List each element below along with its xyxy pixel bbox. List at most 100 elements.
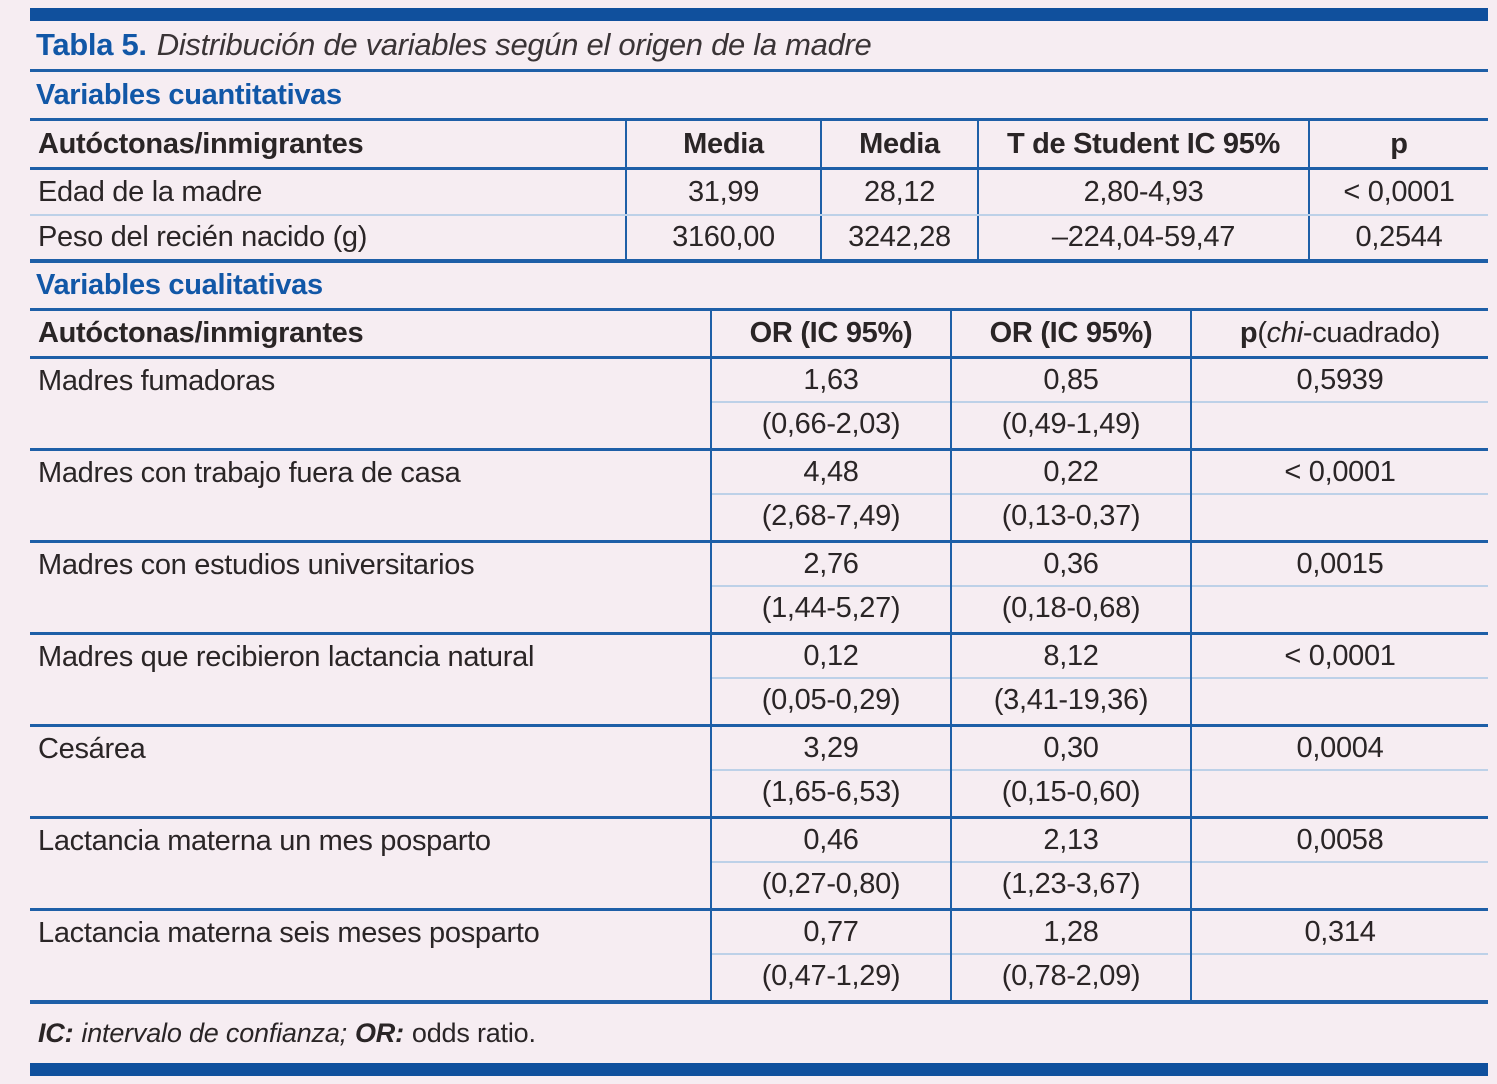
empty-cell <box>1192 771 1488 814</box>
p-header-rest: -cuadrado) <box>1302 317 1441 349</box>
p-value: 0,0058 <box>1192 819 1488 863</box>
cell-or-immigrant: 8,12 (3,41-19,36) <box>950 635 1190 724</box>
cell-or-autochthonous: 3,29 (1,65-6,53) <box>710 727 950 816</box>
or-ci: (0,27-0,80) <box>761 868 901 900</box>
row-label: Lactancia materna seis meses posparto <box>30 911 710 1000</box>
row-label-text: Cesárea <box>38 732 146 765</box>
cell-p: < 0,0001 <box>1190 451 1488 540</box>
or-value: 0,30 <box>952 727 1190 771</box>
p-value: 0,0015 <box>1192 543 1488 587</box>
or-ci: (0,47-1,29) <box>761 960 901 992</box>
table-title: Tabla 5. Distribución de variables según… <box>30 21 1488 72</box>
cell-t-student: –224,04-59,47 <box>977 216 1308 259</box>
row-label: Madres con trabajo fuera de casa <box>30 451 710 540</box>
cell-p: < 0,0001 <box>1190 635 1488 724</box>
quantitative-header-row: Autóctonas/inmigrantes Media Media T de … <box>30 121 1488 170</box>
cell-or-immigrant: 0,36 (0,18-0,68) <box>950 543 1190 632</box>
table-row: Madres fumadoras 1,63 (0,66-2,03) 0,85 (… <box>30 359 1488 451</box>
row-label-text: Madres que recibieron lactancia natural <box>38 640 535 673</box>
table-content: Tabla 5. Distribución de variables según… <box>30 8 1488 1076</box>
or-value: 1,63 <box>712 359 950 403</box>
or-ci: (0,13-0,37) <box>1001 500 1141 532</box>
footnote-ic-text: intervalo de confianza; <box>81 1018 347 1048</box>
or-value: 4,48 <box>712 451 950 495</box>
row-label-text: Lactancia materna un mes posparto <box>38 824 491 857</box>
table-number: Tabla 5. <box>36 27 147 62</box>
or-ci: (1,23-3,67) <box>1001 868 1141 900</box>
row-label: Edad de la madre <box>38 175 263 208</box>
column-header-media-autochthonous: Media <box>625 121 820 167</box>
row-label-text: Madres con trabajo fuera de casa <box>38 456 461 489</box>
empty-cell <box>1192 587 1488 630</box>
footnote-or-label: OR: <box>354 1018 404 1048</box>
or-value: 1,28 <box>952 911 1190 955</box>
or-ci: (1,65-6,53) <box>761 776 901 808</box>
p-header-bold: p <box>1239 317 1258 349</box>
column-header-media-immigrant: Media <box>820 121 977 167</box>
table-row: Madres que recibieron lactancia natural … <box>30 635 1488 727</box>
or-ci: (0,66-2,03) <box>761 408 901 440</box>
or-value: 8,12 <box>952 635 1190 679</box>
cell-t-student: 2,80-4,93 <box>977 170 1308 214</box>
cell-or-autochthonous: 1,63 (0,66-2,03) <box>710 359 950 448</box>
empty-cell <box>1192 863 1488 906</box>
cell-media-immigrant: 3242,28 <box>820 216 977 259</box>
cell-p: < 0,0001 <box>1308 170 1488 214</box>
or-value: 0,46 <box>712 819 950 863</box>
or-ci: (0,18-0,68) <box>1001 592 1141 624</box>
column-header-or-autochthonous: OR (IC 95%) <box>710 311 950 356</box>
p-value: 0,5939 <box>1192 359 1488 403</box>
cell-or-autochthonous: 0,77 (0,47-1,29) <box>710 911 950 1000</box>
p-value: < 0,0001 <box>1192 635 1488 679</box>
cell-media-autochthonous: 3160,00 <box>625 216 820 259</box>
column-header-p: p <box>1308 121 1488 167</box>
footnote-or-text: odds ratio. <box>411 1018 536 1048</box>
cell-or-autochthonous: 0,46 (0,27-0,80) <box>710 819 950 908</box>
column-header-label: Autóctonas/inmigrantes <box>38 317 364 349</box>
table-footnote: IC: intervalo de confianza; OR: odds rat… <box>30 1004 1488 1063</box>
quantitative-table: Autóctonas/inmigrantes Media Media T de … <box>30 121 1488 263</box>
table-row: Madres con estudios universitarios 2,76 … <box>30 543 1488 635</box>
cell-media-autochthonous: 31,99 <box>625 170 820 214</box>
table-row: Madres con trabajo fuera de casa 4,48 (2… <box>30 451 1488 543</box>
cell-or-immigrant: 0,30 (0,15-0,60) <box>950 727 1190 816</box>
table-row: Lactancia materna un mes posparto 0,46 (… <box>30 819 1488 911</box>
p-header-chi-italic: chi <box>1266 317 1303 349</box>
row-label: Madres fumadoras <box>30 359 710 448</box>
qualitative-header-row: Autóctonas/inmigrantes OR (IC 95%) OR (I… <box>30 311 1488 359</box>
column-header-t-student: T de Student IC 95% <box>977 121 1308 167</box>
or-ci: (0,49-1,49) <box>1001 408 1141 440</box>
cell-p: 0,0004 <box>1190 727 1488 816</box>
row-label-text: Lactancia materna seis meses posparto <box>38 916 540 949</box>
or-ci: (2,68-7,49) <box>761 500 901 532</box>
or-value: 2,13 <box>952 819 1190 863</box>
row-label-text: Madres con estudios universitarios <box>38 548 475 581</box>
cell-or-autochthonous: 2,76 (1,44-5,27) <box>710 543 950 632</box>
cell-p: 0,0058 <box>1190 819 1488 908</box>
cell-or-autochthonous: 4,48 (2,68-7,49) <box>710 451 950 540</box>
or-ci: (3,41-19,36) <box>993 684 1149 716</box>
column-header-p-chi: p (chi -cuadrado) <box>1190 311 1488 356</box>
cell-or-immigrant: 0,22 (0,13-0,37) <box>950 451 1190 540</box>
row-label: Madres que recibieron lactancia natural <box>30 635 710 724</box>
section-heading-qualitative: Variables cualitativas <box>30 263 1488 311</box>
table-row: Lactancia materna seis meses posparto 0,… <box>30 911 1488 1004</box>
column-header-or-immigrant: OR (IC 95%) <box>950 311 1190 356</box>
or-value: 0,22 <box>952 451 1190 495</box>
table-row: Edad de la madre 31,99 28,12 2,80-4,93 <… <box>30 170 1488 216</box>
or-value: 0,85 <box>952 359 1190 403</box>
or-value: 3,29 <box>712 727 950 771</box>
row-label: Peso del recién nacido (g) <box>38 221 368 253</box>
or-ci: (0,15-0,60) <box>1001 776 1141 808</box>
row-label-text: Madres fumadoras <box>38 364 275 397</box>
or-ci: (1,44-5,27) <box>761 592 901 624</box>
empty-cell <box>1192 403 1488 446</box>
footnote-ic-label: IC: <box>38 1018 74 1048</box>
cell-p: 0,0015 <box>1190 543 1488 632</box>
empty-cell <box>1192 495 1488 538</box>
table-row: Cesárea 3,29 (1,65-6,53) 0,30 (0,15-0,60… <box>30 727 1488 819</box>
p-value: < 0,0001 <box>1192 451 1488 495</box>
column-header-label: Autóctonas/inmigrantes <box>38 127 364 160</box>
bottom-rule-bar <box>30 1063 1488 1076</box>
